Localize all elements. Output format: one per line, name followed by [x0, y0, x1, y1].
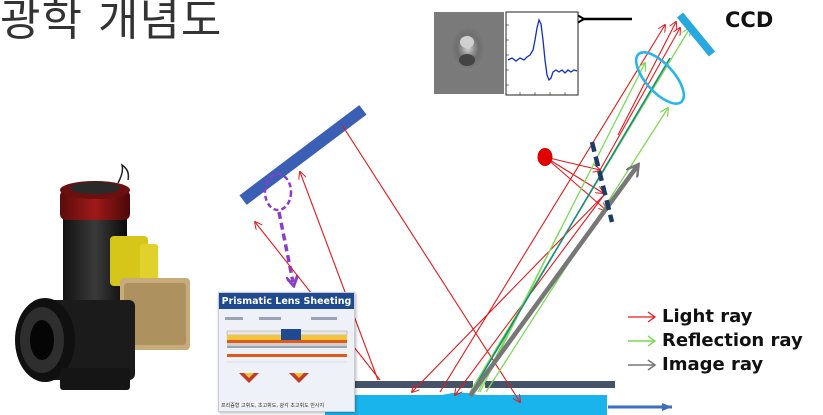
ccd-sensor	[680, 15, 712, 54]
light-source	[538, 148, 553, 166]
image-ray	[470, 165, 638, 396]
legend-label: Light ray	[662, 305, 752, 329]
prismatic-lens-sheeting-card: Prismatic Lens Sheeting 프리즘형 고휘도, 초고휘도, …	[218, 292, 355, 412]
aperture-right	[485, 381, 615, 388]
page-title-fragment: 광학 개념도	[0, 0, 222, 48]
signal-profile-plot	[506, 12, 578, 95]
card-title: Prismatic Lens Sheeting	[219, 293, 354, 309]
legend-image-arrow-icon	[626, 358, 658, 372]
ccd-label: CCD	[725, 8, 773, 32]
ray-legend: Light ray Reflection ray Image ray	[658, 305, 803, 377]
aperture-left	[355, 381, 473, 388]
legend-item-reflection: Reflection ray	[658, 329, 803, 353]
legend-reflection-arrow-icon	[626, 334, 658, 348]
legend-label: Reflection ray	[662, 329, 803, 353]
focus-annotation-arrow	[279, 212, 293, 282]
card-footer: 프리즘형 고휘도, 초고휘도, 광각 초고휘도 반사지	[221, 402, 324, 409]
legend-item-image: Image ray	[658, 353, 803, 377]
camera-photo	[15, 165, 190, 390]
tilted-mirror	[239, 105, 366, 205]
legend-label: Image ray	[662, 353, 763, 377]
legend-item-light: Light ray	[658, 305, 803, 329]
captured-spot-image	[434, 12, 504, 94]
sample-bump	[430, 393, 490, 401]
sheeting-layer-diagram	[219, 309, 354, 409]
legend-light-arrow-icon	[626, 310, 658, 324]
